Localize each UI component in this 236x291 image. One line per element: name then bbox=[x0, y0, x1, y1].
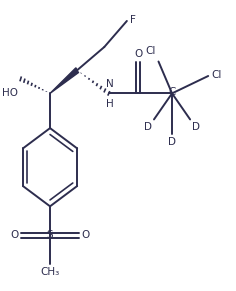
Text: D: D bbox=[168, 137, 176, 147]
Text: C: C bbox=[168, 87, 176, 97]
Text: D: D bbox=[144, 122, 152, 132]
Text: N: N bbox=[106, 79, 114, 89]
Text: F: F bbox=[130, 15, 136, 24]
Polygon shape bbox=[50, 68, 78, 93]
Text: S: S bbox=[47, 230, 53, 240]
Text: O: O bbox=[134, 49, 142, 58]
Text: H: H bbox=[106, 99, 114, 109]
Text: Cl: Cl bbox=[146, 46, 156, 56]
Text: O: O bbox=[82, 230, 90, 240]
Text: O: O bbox=[10, 230, 18, 240]
Text: HO: HO bbox=[2, 88, 18, 98]
Text: CH₃: CH₃ bbox=[40, 267, 60, 276]
Text: D: D bbox=[192, 122, 200, 132]
Text: Cl: Cl bbox=[212, 70, 222, 79]
